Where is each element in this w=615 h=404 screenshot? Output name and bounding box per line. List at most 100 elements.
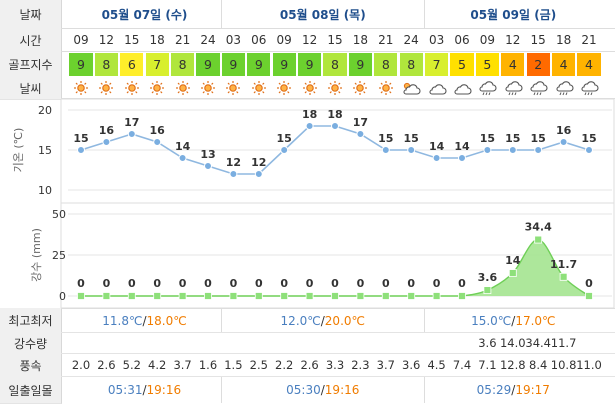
rainfall-cell	[449, 333, 474, 353]
temp-tick-label: 15	[38, 144, 52, 157]
rain-point	[204, 292, 212, 300]
sun-icon	[322, 77, 347, 98]
time-label: 시간	[0, 29, 62, 53]
minmax-separator: /	[511, 313, 516, 328]
rain-tick-label: 25	[52, 249, 66, 262]
sun-icon	[170, 77, 195, 98]
rain-point	[102, 292, 111, 300]
rainfall-cell	[322, 333, 347, 353]
wind-cell: 3.7	[173, 358, 192, 372]
cloud-icon	[424, 77, 449, 98]
temp-point	[381, 146, 390, 154]
hour-cell: 18	[149, 33, 165, 47]
min-temp: 12.0℃	[280, 313, 321, 328]
temp-point	[534, 146, 543, 154]
temp-point	[331, 122, 339, 130]
max-temp: 18.0℃	[146, 313, 187, 328]
cloud-rain-icon	[475, 77, 500, 98]
day-header: 05월 07일 (수)	[101, 7, 188, 22]
temp-data-label: 15	[73, 132, 88, 145]
day-sun-times: 05:29/19:17	[423, 377, 602, 403]
wind-row: 2.0 2.6 5.2 4.2 3.7 1.6 1.5 2.5 2.2 2.6 3.3 2.3 3.7 3…	[61, 354, 615, 377]
wind-cell: 2.5	[249, 358, 268, 372]
wind-cell: 10.8	[550, 358, 577, 372]
rainfall-row: 3.6 14.0 34.4 11.7	[61, 333, 615, 354]
rain-data-label: 0	[458, 277, 466, 290]
rain-point	[331, 292, 339, 300]
rain-axis-label: 강수 (mm)	[30, 228, 43, 282]
cloud-rain-icon	[500, 77, 525, 98]
sun-icon	[119, 77, 144, 98]
weather-icon-row	[61, 77, 615, 99]
min-temp: 15.0℃	[471, 313, 512, 328]
temp-tick-label: 20	[38, 104, 52, 117]
golf-index-cell: 7	[144, 52, 170, 77]
temp-data-label: 14	[175, 140, 191, 153]
rain-data-label: 0	[255, 277, 263, 290]
hour-cell: 09	[479, 33, 496, 47]
hour-cell: 03	[428, 33, 445, 47]
rain-data-label: 3.6	[478, 271, 498, 284]
rain-data-label: 0	[280, 277, 288, 290]
day-sun-times: 05:30/19:16	[220, 377, 424, 403]
weather-label: 날씨	[0, 77, 62, 100]
wind-cell: 12.8	[499, 358, 526, 372]
temp-data-label: 17	[353, 116, 368, 129]
golf-index-cell: 9	[296, 52, 323, 77]
temp-point	[102, 138, 111, 146]
rain-point	[458, 292, 466, 300]
hour-cell: 21	[581, 33, 597, 47]
rain-point	[127, 292, 136, 300]
temp-data-label: 18	[302, 108, 317, 121]
hour-cell: 21	[378, 33, 394, 47]
wind-cell: 8.4	[529, 358, 548, 372]
hour-cell: 24	[403, 33, 419, 47]
golf-index-cell: 4	[500, 52, 526, 77]
cloud-icon	[449, 77, 474, 98]
rainfall-cell	[373, 333, 398, 353]
rain-data-label: 0	[153, 277, 161, 290]
rain-point	[77, 292, 85, 300]
temp-data-label: 15	[404, 132, 419, 145]
hour-cell: 12	[505, 33, 521, 47]
golf-index-cell: 4	[550, 52, 577, 77]
sunset-time: 19:17	[515, 383, 550, 397]
rain-data-label: 0	[179, 277, 187, 290]
day-sun-times: 05:31/19:16	[68, 377, 220, 403]
sunset-time: 19:16	[146, 383, 182, 397]
rain-area-fill	[81, 239, 589, 296]
sunrise-time: 05:29	[476, 383, 512, 397]
wind-cell: 5.2	[122, 358, 141, 372]
sunrise-time: 05:30	[286, 383, 321, 397]
rain-point	[508, 269, 517, 277]
rain-point	[305, 292, 314, 300]
wind-cell: 2.6	[97, 358, 116, 372]
temp-point	[127, 130, 136, 138]
golf-index-cell: 8	[93, 52, 120, 77]
min-temp: 11.8℃	[102, 313, 143, 328]
hour-cell: 18	[352, 33, 369, 47]
golf-index-cell: 8	[373, 52, 399, 77]
day-header: 05월 08일 (목)	[220, 0, 424, 28]
hour-cell: 15	[327, 33, 343, 47]
rain-data-label: 0	[103, 277, 111, 290]
day-minmax: 15.0℃/17.0℃	[423, 309, 602, 332]
rain-point	[280, 292, 289, 300]
golf-index-cell: 9	[246, 52, 272, 77]
sun-icon	[373, 77, 398, 98]
temp-data-label: 12	[251, 156, 266, 169]
rainfall-cell	[297, 333, 322, 353]
rain-data-label: 11.7	[550, 258, 577, 271]
minmax-separator: /	[320, 313, 325, 328]
temp-point	[178, 154, 187, 162]
rain-data-label: 0	[128, 277, 136, 290]
rainfall-cell: 11.7	[550, 336, 577, 350]
hour-cell: 12	[98, 33, 115, 47]
sun-icon	[272, 77, 297, 98]
wind-cell: 1.6	[198, 358, 218, 372]
rainfall-cell: 14.0	[499, 336, 526, 350]
golf-index-cell: 8	[322, 52, 348, 77]
wind-cell: 2.6	[300, 358, 319, 372]
partly-cloudy-icon	[399, 77, 424, 98]
